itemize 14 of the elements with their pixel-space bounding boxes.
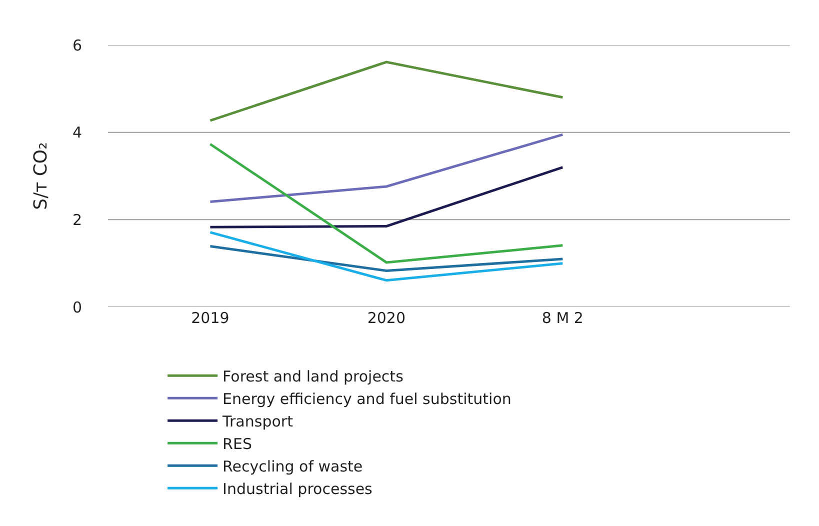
y-tick-label: 0: [72, 298, 82, 316]
y-axis-title: S/т CO₂: [30, 142, 52, 210]
legend-label: Energy efficiency and fuel substitution: [222, 390, 512, 408]
x-tick-label: 2020: [367, 309, 406, 327]
legend-label: Transport: [222, 412, 294, 430]
y-tick-label: 6: [72, 36, 82, 54]
legend-label: Industrial processes: [222, 480, 373, 498]
x-tick-label: 2019: [191, 309, 230, 327]
y-tick-label: 2: [72, 210, 82, 229]
y-tick-label: 4: [72, 124, 82, 142]
legend-label: Forest and land projects: [222, 368, 404, 386]
legend-label: Recycling of waste: [222, 458, 363, 476]
x-tick-label: 8 M 2: [542, 309, 584, 327]
legend-label: RES: [222, 435, 252, 453]
